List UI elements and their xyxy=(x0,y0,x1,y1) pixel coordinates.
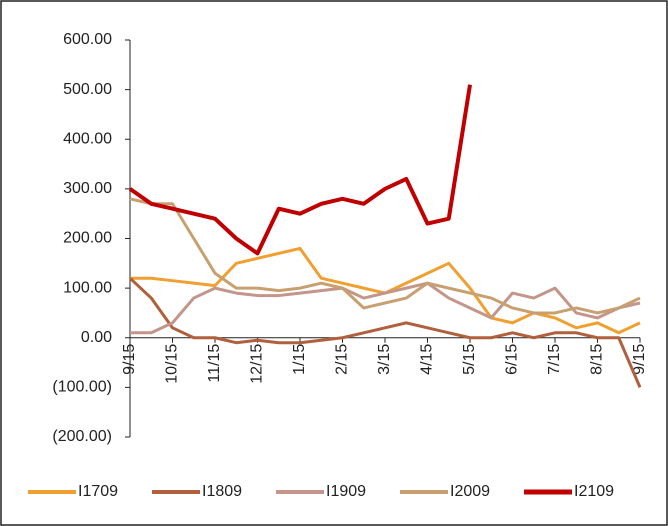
legend-label: I2009 xyxy=(450,483,490,500)
x-tick-label: 9/15 xyxy=(631,344,648,375)
legend-label: I1909 xyxy=(326,483,366,500)
x-tick-label: 1/15 xyxy=(291,344,308,375)
x-tick-label: 6/15 xyxy=(504,344,521,375)
y-tick-label: 0.00 xyxy=(81,329,112,346)
legend-label: I1709 xyxy=(78,483,118,500)
x-tick-label: 10/15 xyxy=(164,344,181,384)
series-line xyxy=(130,281,641,335)
x-tick-label: 12/15 xyxy=(249,344,266,384)
x-tick-label: 9/15 xyxy=(121,344,138,375)
x-tick-label: 8/15 xyxy=(589,344,606,375)
legend-label: I1809 xyxy=(202,483,242,500)
x-tick-label: 4/15 xyxy=(419,344,436,375)
x-tick-label: 5/15 xyxy=(461,344,478,375)
x-tick-label: 3/15 xyxy=(376,344,393,375)
series-line xyxy=(128,84,472,256)
y-tick-label: 200.00 xyxy=(63,230,112,247)
y-tick-label: 100.00 xyxy=(63,279,112,296)
y-tick-label: 400.00 xyxy=(63,130,112,147)
x-tick-label: 2/15 xyxy=(334,344,351,375)
series-line xyxy=(129,197,641,315)
y-tick-label: 500.00 xyxy=(63,81,112,98)
x-tick-label: 11/15 xyxy=(206,344,223,383)
y-tick-label: 300.00 xyxy=(63,180,112,197)
y-tick-label: (200.00) xyxy=(52,428,112,445)
legend-label: I2109 xyxy=(574,483,614,500)
x-tick-label: 7/15 xyxy=(546,344,563,375)
y-tick-label: 600.00 xyxy=(63,31,112,48)
y-tick-label: (100.00) xyxy=(52,379,112,396)
series-line xyxy=(128,277,642,388)
